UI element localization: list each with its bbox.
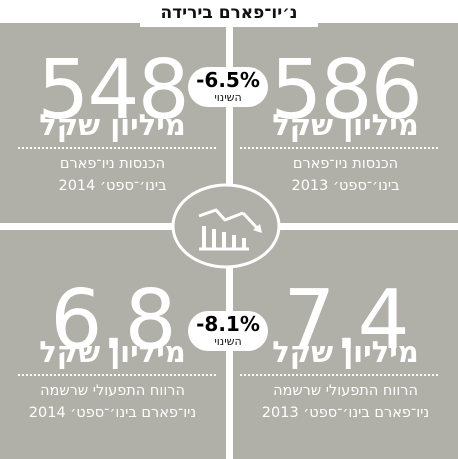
revenue-2013-desc-line2: בינו׳־ספט׳ 2013: [291, 178, 400, 194]
profit-2013-desc-line2: ניו־פארם בינו׳־ספט׳ 2013: [261, 405, 430, 421]
profit-2013-unit: מיליון שקל: [272, 335, 419, 369]
revenue-2013-value: 586: [270, 43, 423, 138]
profit-change-label: השינוי: [214, 335, 242, 348]
panel-revenue-2013: [233, 23, 458, 223]
revenue-change-label: השינוי: [214, 91, 242, 104]
divider: [240, 147, 438, 149]
revenue-2014-desc-line1: הכנסות ניו־פארם: [59, 156, 166, 172]
panel-profit-2013: [233, 230, 458, 459]
revenue-2014-value: 548: [37, 43, 190, 138]
revenue-2013-desc: הכנסות ניו־פארם בינו׳־ספט׳ 2013: [233, 153, 458, 197]
profit-2014-desc-line1: הרווח התפעולי שרשמה: [40, 383, 185, 399]
profit-2013-value: 7.4: [283, 273, 409, 368]
profit-2013-desc: הרווח התפעולי שרשמה ניו־פארם בינו׳־ספט׳ …: [233, 380, 458, 424]
panel-revenue-2014: [0, 23, 226, 223]
panel-profit-2014: [0, 230, 226, 459]
revenue-2014-unit: מיליון שקל: [39, 108, 186, 142]
revenue-change-badge: -6.5% השינוי: [188, 67, 268, 107]
profit-2013-desc-line1: הרווח התפעולי שרשמה: [273, 383, 418, 399]
profit-2014-desc-line2: ניו־פארם בינו׳־ספט׳ 2014: [28, 405, 197, 421]
revenue-2013-desc-line1: הכנסות ניו־פארם: [292, 156, 399, 172]
profit-2014-value: 6.8: [50, 273, 176, 368]
profit-2014-unit: מיליון שקל: [39, 335, 186, 369]
revenue-change-pct: -6.5%: [196, 68, 260, 92]
revenue-2013-unit: מיליון שקל: [272, 108, 419, 142]
revenue-2014-desc-line2: בינו׳־ספט׳ 2014: [58, 178, 167, 194]
revenue-2014-desc: הכנסות ניו־פארם בינו׳־ספט׳ 2014: [0, 153, 225, 197]
divider: [240, 374, 438, 376]
page-title: נ׳יו־פארם בירידה: [140, 0, 318, 27]
divider: [18, 374, 216, 376]
divider: [18, 147, 216, 149]
profit-change-pct: -8.1%: [196, 312, 260, 336]
declining-chart-icon: [171, 183, 281, 269]
profit-change-badge: -8.1% השינוי: [188, 311, 268, 351]
profit-2014-desc: הרווח התפעולי שרשמה ניו־פארם בינו׳־ספט׳ …: [0, 380, 225, 424]
